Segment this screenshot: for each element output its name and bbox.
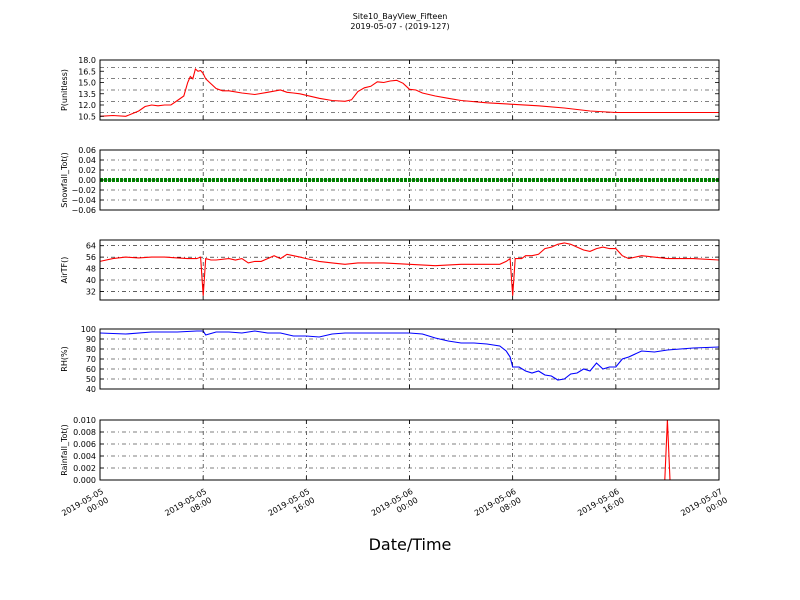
y-tick-label: 64 <box>86 242 96 251</box>
y-tick-label: 12.0 <box>78 101 96 110</box>
series-line <box>99 330 720 381</box>
y-tick-label: 15.0 <box>78 79 96 88</box>
series-line <box>99 67 719 117</box>
y-axis-label: Rainfall_Tot() <box>60 424 69 476</box>
panels: 10.5 12.0 13.5 15.0 16.5 18.0 P(unitless) −0.06… <box>60 56 720 485</box>
x-axis-title: Date/Time <box>369 535 452 554</box>
y-tick-label: 56 <box>86 253 96 262</box>
y-tick-label: 40 <box>86 385 96 394</box>
x-axis-tick-labels: 2019-05-0500:00 2019-05-0508:00 2019-05-05… <box>60 487 729 527</box>
y-tick-label: 70 <box>86 355 96 364</box>
x-tick-label: 2019-05-0600:00 <box>370 487 420 527</box>
y-axis-label: P(unitless) <box>60 69 69 111</box>
x-tick-label: 2019-05-0516:00 <box>267 487 317 527</box>
y-tick-label: 13.5 <box>78 90 96 99</box>
x-tick-label: 2019-05-0500:00 <box>60 487 110 527</box>
x-tick-label: 2019-05-0608:00 <box>473 487 523 527</box>
y-tick-label: −0.02 <box>71 186 96 195</box>
panel-5: 0.000 0.002 0.004 0.006 0.008 0.010 Rainfall_T… <box>60 416 720 485</box>
y-tick-label: 0.010 <box>73 416 96 425</box>
y-tick-label: 90 <box>86 335 96 344</box>
y-tick-label: 40 <box>86 276 96 285</box>
y-tick-label: 18.0 <box>78 56 96 65</box>
y-axis-label: AirTF() <box>60 257 69 284</box>
x-tick-label: 2019-05-0700:00 <box>679 487 729 527</box>
y-tick-label: 0.06 <box>78 146 96 155</box>
panel-1: 10.5 12.0 13.5 15.0 16.5 18.0 P(unitless) <box>60 56 720 121</box>
y-axis-label: Snowfall_Tot() <box>60 152 69 208</box>
y-tick-label: 0.02 <box>78 166 96 175</box>
y-tick-label: 0.000 <box>73 476 96 485</box>
x-tick-label: 2019-05-0508:00 <box>163 487 213 527</box>
y-tick-label: 0.008 <box>73 428 96 437</box>
y-tick-label: 0.006 <box>73 440 96 449</box>
y-tick-label: 0.04 <box>78 156 96 165</box>
series-line <box>99 242 720 296</box>
y-tick-label: 32 <box>86 287 96 296</box>
chart-subtitle: 2019-05-07 - (2019-127) <box>350 22 449 31</box>
y-tick-label: 48 <box>86 265 96 274</box>
y-tick-label: 60 <box>86 365 96 374</box>
panel-3: 32 40 48 56 64 AirTF() <box>60 239 720 301</box>
chart-title: Site10_BayView_Fifteen <box>353 12 448 21</box>
y-tick-label: 0.004 <box>73 452 96 461</box>
x-tick-label: 2019-05-0616:00 <box>576 487 626 527</box>
y-tick-label: −0.06 <box>71 206 96 215</box>
y-tick-label: 80 <box>86 345 96 354</box>
y-tick-label: 100 <box>81 325 96 334</box>
y-tick-label: 0.00 <box>78 176 96 185</box>
y-tick-label: 16.5 <box>78 67 96 76</box>
y-tick-label: −0.04 <box>71 196 96 205</box>
panel-2: −0.06−0.04−0.020.000.020.040.06 Snowfall_… <box>60 146 720 215</box>
y-axis-label: RH(%) <box>60 346 69 371</box>
y-tick-label: 10.5 <box>78 112 96 121</box>
y-tick-label: 50 <box>86 375 96 384</box>
y-tick-label: 0.002 <box>73 464 96 473</box>
